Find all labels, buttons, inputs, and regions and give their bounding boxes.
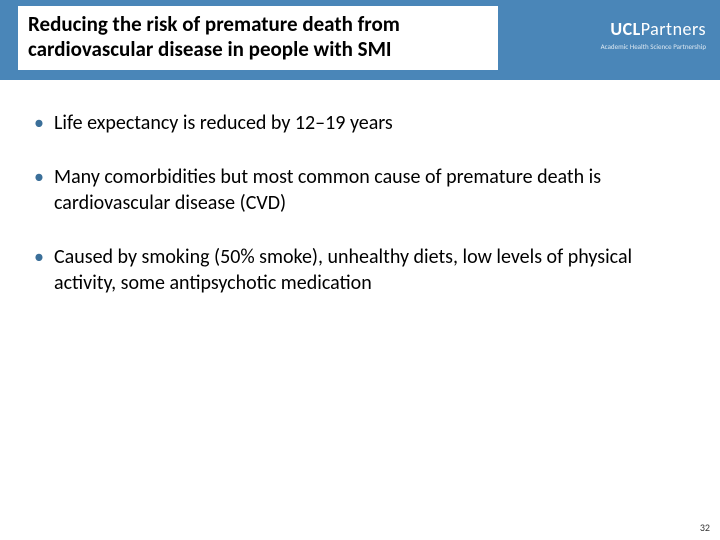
- logo-prefix: UCL: [610, 18, 640, 40]
- title-box: Reducing the risk of premature death fro…: [18, 6, 498, 70]
- slide-title: Reducing the risk of premature death fro…: [28, 12, 488, 62]
- logo-suffix: Partners: [641, 18, 706, 40]
- list-item: Life expectancy is reduced by 12–19 year…: [30, 110, 690, 136]
- list-item: Caused by smoking (50% smoke), unhealthy…: [30, 244, 690, 296]
- content-area: Life expectancy is reduced by 12–19 year…: [0, 80, 720, 296]
- bullet-list: Life expectancy is reduced by 12–19 year…: [30, 110, 690, 296]
- list-item: Many comorbidities but most common cause…: [30, 164, 690, 216]
- header-bar: Reducing the risk of premature death fro…: [0, 0, 720, 80]
- page-number: 32: [700, 521, 710, 534]
- logo-tagline: Academic Health Science Partnership: [601, 42, 706, 51]
- logo: UCLPartners Academic Health Science Part…: [601, 18, 706, 51]
- logo-text: UCLPartners: [601, 18, 706, 40]
